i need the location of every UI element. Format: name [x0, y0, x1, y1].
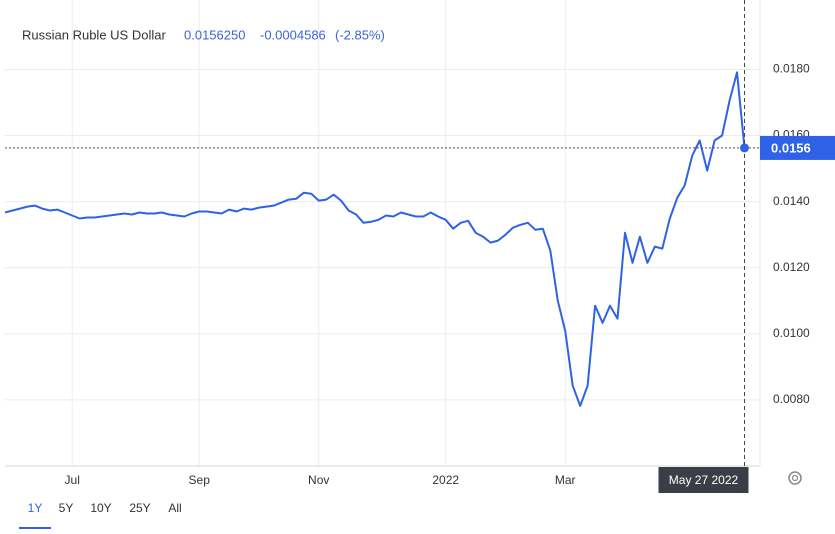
range-button[interactable]: 25Y [129, 501, 150, 515]
y-tick-label: 0.0140 [773, 194, 810, 208]
x-tick-label: Mar [555, 473, 576, 487]
range-button[interactable]: All [168, 501, 181, 515]
gear-icon[interactable] [788, 471, 802, 485]
price: 0.0156250 [184, 27, 245, 42]
last-point [740, 143, 749, 153]
y-tick-label: 0.0100 [773, 326, 810, 340]
y-tick-label: 0.0120 [773, 260, 810, 274]
last-price-badge [760, 135, 835, 160]
change: -0.0004586 [260, 27, 326, 42]
change-percent: (-2.85%) [335, 27, 385, 42]
crosshair-badge [658, 467, 749, 493]
crosshair-label: May 27 2022 [669, 473, 739, 487]
gear-ring [788, 471, 802, 485]
y-tick-label: 0.0180 [773, 62, 810, 76]
gear-hub [791, 474, 799, 482]
x-tick-label: Sep [189, 473, 211, 487]
x-tick-label: Nov [308, 473, 329, 487]
x-tick-label: Jul [65, 473, 80, 487]
range-button[interactable]: 10Y [90, 501, 111, 515]
range-button[interactable]: 5Y [59, 501, 74, 515]
x-tick-label: 2022 [432, 473, 459, 487]
y-tick-label: 0.0080 [773, 392, 810, 406]
range-button[interactable]: 1Y [28, 501, 43, 515]
price-line [4, 71, 746, 407]
title: Russian Ruble US Dollar [22, 27, 166, 42]
last-price-label: 0.0156 [771, 140, 811, 155]
range-buttons: 1Y 5Y 10Y 25Y All [19, 501, 182, 529]
